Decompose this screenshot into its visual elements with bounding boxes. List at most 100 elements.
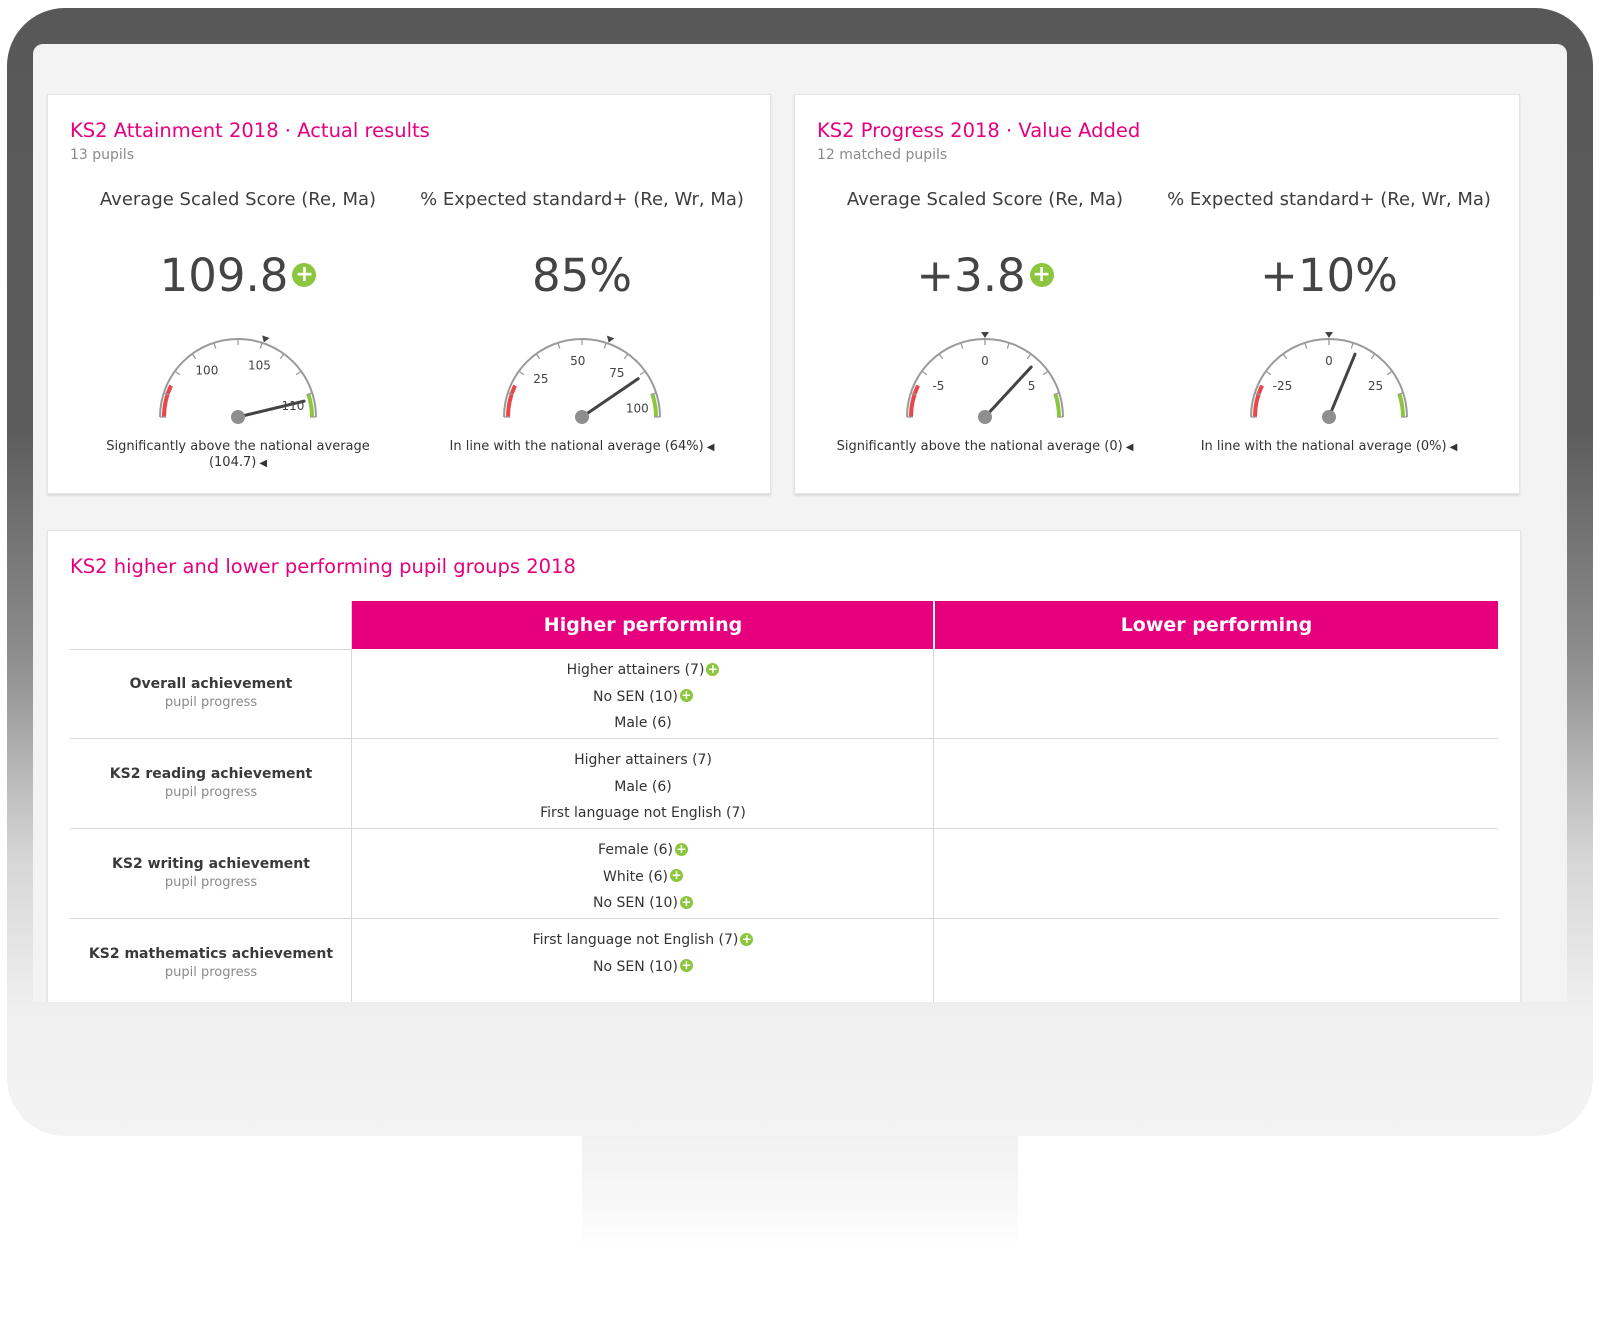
gauge-caption-text: In line with the national average (0%) xyxy=(1200,439,1447,454)
column-divider xyxy=(351,601,352,1002)
gauge-tick-label: 100 xyxy=(195,363,218,377)
plus-icon: + xyxy=(679,958,693,972)
gauge-pivot xyxy=(1322,410,1336,424)
plus-icon: + xyxy=(679,688,693,702)
group-item[interactable]: No SEN (10) + xyxy=(352,684,934,711)
group-item[interactable]: No SEN (10) + xyxy=(352,954,934,981)
group-item[interactable]: Higher attainers (7) + xyxy=(352,657,934,684)
gauge-low-band xyxy=(1253,384,1264,418)
higher-performing-cell: Female (6) + White (6) + No SEN (10) + xyxy=(352,837,934,917)
gauge-tick-label: -5 xyxy=(932,379,944,393)
gauge-tick xyxy=(163,392,170,396)
group-item-text: First language not English (7) xyxy=(532,932,739,948)
caret-left-icon[interactable]: ◀ xyxy=(706,442,715,453)
group-item[interactable]: Male (6) xyxy=(352,774,934,801)
gauge-needle xyxy=(983,365,1033,419)
progress-subtitle: 12 matched pupils xyxy=(817,147,948,163)
metric-value: 109.8 + xyxy=(68,249,408,302)
higher-performing-cell: Higher attainers (7) + No SEN (10) + Male (6… xyxy=(352,657,934,737)
gauge-caption: In line with the national average (0%) ◀ xyxy=(1169,439,1489,456)
row-label: KS2 writing achievement pupil progress xyxy=(70,829,352,919)
metric-label: % Expected standard+ (Re, Wr, Ma) xyxy=(1167,189,1491,210)
row-subtitle: pupil progress xyxy=(164,965,258,980)
group-item[interactable]: First language not English (7) + xyxy=(352,927,934,954)
gauge-tick xyxy=(557,342,561,349)
group-item-text: White (6) xyxy=(603,868,668,885)
gauge-caption-text: Significantly above the national average… xyxy=(106,439,370,470)
plus-icon: + xyxy=(740,931,754,946)
gauge-high-band xyxy=(650,393,658,418)
gauge-caption: Significantly above the national average… xyxy=(825,439,1145,456)
lower-performing-cell xyxy=(934,919,1498,1002)
plus-icon: + xyxy=(670,868,683,882)
higher-performing-cell: First language not English (7) + No SEN (1… xyxy=(352,927,934,980)
attainment-expected-standard: % Expected standard+ (Re, Wr, Ma) 85% 25… xyxy=(412,189,752,499)
gauge-tick-label: 25 xyxy=(533,372,548,386)
caret-left-icon[interactable]: ◀ xyxy=(259,458,268,469)
table-row: KS2 reading achievement pupil progress Hig… xyxy=(70,739,1498,829)
progress-expected-standard: % Expected standard+ (Re, Wr, Ma) +10% -… xyxy=(1159,189,1499,499)
row-subtitle: pupil progress xyxy=(164,695,258,710)
gauge-tick-label: 0 xyxy=(1325,354,1333,368)
group-item-text: Male (6) xyxy=(614,778,672,795)
plus-icon: + xyxy=(679,894,693,909)
group-item[interactable]: Male (6) xyxy=(352,710,934,737)
group-item-text: Female (6) xyxy=(598,842,673,858)
group-item-text: Higher attainers (7) xyxy=(574,752,712,768)
plus-icon: + xyxy=(1029,263,1054,287)
row-label: Overall achievement pupil progress xyxy=(70,649,352,739)
gauge-tick xyxy=(1304,342,1308,349)
gauge-tick-label: 50 xyxy=(570,354,585,368)
progress-score-gauge: -5 0 5 xyxy=(906,332,1064,424)
gauge-tick xyxy=(295,370,302,376)
gauge-tick xyxy=(259,342,263,349)
metric-label: Average Scaled Score (Re, Ma) xyxy=(99,189,377,210)
monitor-stand xyxy=(582,1136,1018,1252)
row-label: KS2 reading achievement pupil progress xyxy=(70,739,352,829)
lower-performing-cell xyxy=(934,829,1498,919)
group-item-text: No SEN (10) xyxy=(593,895,678,911)
group-item-text: No SEN (10) xyxy=(593,958,678,975)
gauge-tick xyxy=(1386,370,1393,376)
gauge-needle xyxy=(580,377,640,419)
gauge-tick xyxy=(639,370,646,376)
group-item[interactable]: White (6) + xyxy=(352,864,934,891)
gauge-tick xyxy=(1397,392,1404,396)
metric-label: % Expected standard+ (Re, Wr, Ma) xyxy=(420,189,744,210)
gauge-tick xyxy=(623,353,629,360)
group-item[interactable]: Female (6) + xyxy=(352,837,934,864)
pupil-groups-title: KS2 higher and lower performing pupil gr… xyxy=(70,555,576,578)
lower-performing-cell xyxy=(934,649,1498,739)
table-row: KS2 mathematics achievement pupil progres… xyxy=(70,919,1498,1002)
gauge-tick xyxy=(1053,392,1060,396)
column-header-lower: Lower performing xyxy=(935,601,1498,649)
attainment-card: KS2 Attainment 2018 · Actual results 13 … xyxy=(47,94,771,494)
gauge-average-marker xyxy=(262,335,270,343)
caret-left-icon[interactable]: ◀ xyxy=(1125,442,1134,453)
row-subtitle: pupil progress xyxy=(164,875,258,890)
gauge-arc xyxy=(906,338,1064,418)
metric-value-text: +10% xyxy=(1260,249,1398,302)
gauge-low-band xyxy=(909,384,920,418)
gauge-caption: Significantly above the national average… xyxy=(78,439,398,472)
gauge-caption: In line with the national average (64%) ◀ xyxy=(422,439,742,456)
pupil-groups-card: KS2 higher and lower performing pupil gr… xyxy=(47,530,1521,1002)
group-item[interactable]: First language not English (7) xyxy=(352,800,934,827)
metric-value: 85% xyxy=(412,249,752,302)
gauge-tick-label: 25 xyxy=(1368,379,1383,393)
gauge-tick xyxy=(1026,353,1032,360)
plus-icon: + xyxy=(706,661,720,676)
group-item-text: No SEN (10) xyxy=(593,688,678,705)
gauge-pivot xyxy=(231,410,245,424)
gauge-high-band xyxy=(306,393,314,418)
group-item[interactable]: No SEN (10) + xyxy=(352,890,934,917)
table-row: Overall achievement pupil progress Higher … xyxy=(70,649,1498,739)
attainment-title: KS2 Attainment 2018 · Actual results xyxy=(70,119,430,142)
gauge-pivot xyxy=(978,410,992,424)
gauge-tick xyxy=(650,392,657,396)
gauge-tick xyxy=(279,353,285,360)
column-divider xyxy=(933,649,934,1002)
caret-left-icon[interactable]: ◀ xyxy=(1449,442,1458,453)
group-item[interactable]: Higher attainers (7) xyxy=(352,747,934,774)
